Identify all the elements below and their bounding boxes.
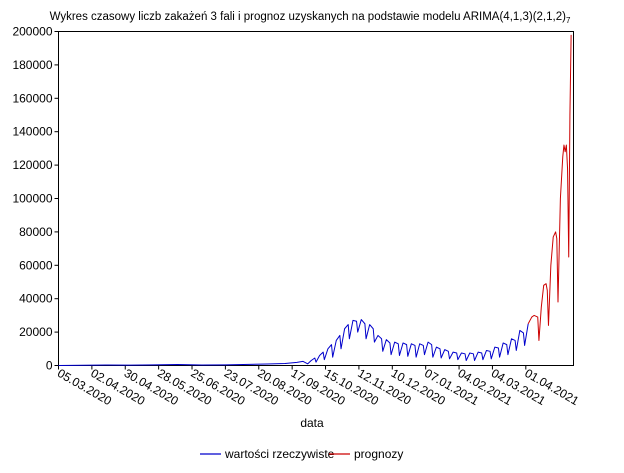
y-tick-label: 200000 <box>12 25 52 39</box>
x-axis-label: data <box>300 416 324 430</box>
y-tick-label: 140000 <box>12 125 52 139</box>
legend-label-actual: wartości rzeczywiste <box>224 447 335 461</box>
x-axis: 05.03.202002.04.202030.04.202028.05.2020… <box>55 365 582 408</box>
series-line-forecast <box>527 34 572 341</box>
y-tick-label: 80000 <box>19 225 53 239</box>
legend: wartości rzeczywiste prognozy <box>200 447 403 461</box>
y-tick-label: 120000 <box>12 158 52 172</box>
chart-title-text: Wykres czasowy liczb zakażeń 3 fali i pr… <box>50 11 567 23</box>
y-tick-label: 160000 <box>12 91 52 105</box>
y-tick-label: 100000 <box>12 192 52 206</box>
chart-title-subscript: 7 <box>566 16 571 25</box>
series-line-actual <box>58 319 529 366</box>
y-tick-label: 0 <box>46 359 53 373</box>
y-tick-label: 20000 <box>19 325 53 339</box>
y-tick-label: 60000 <box>19 258 53 272</box>
y-axis: 0 20000 40000 60000 80000 100000 120000 140000 1… <box>12 25 59 373</box>
chart-title: Wykres czasowy liczb zakażeń 3 fali i pr… <box>50 11 571 25</box>
legend-label-forecast: prognozy <box>354 447 403 461</box>
y-tick-label: 40000 <box>19 292 53 306</box>
plot-area <box>58 31 574 366</box>
y-tick-label: 180000 <box>12 58 52 72</box>
series-layer <box>58 34 572 366</box>
